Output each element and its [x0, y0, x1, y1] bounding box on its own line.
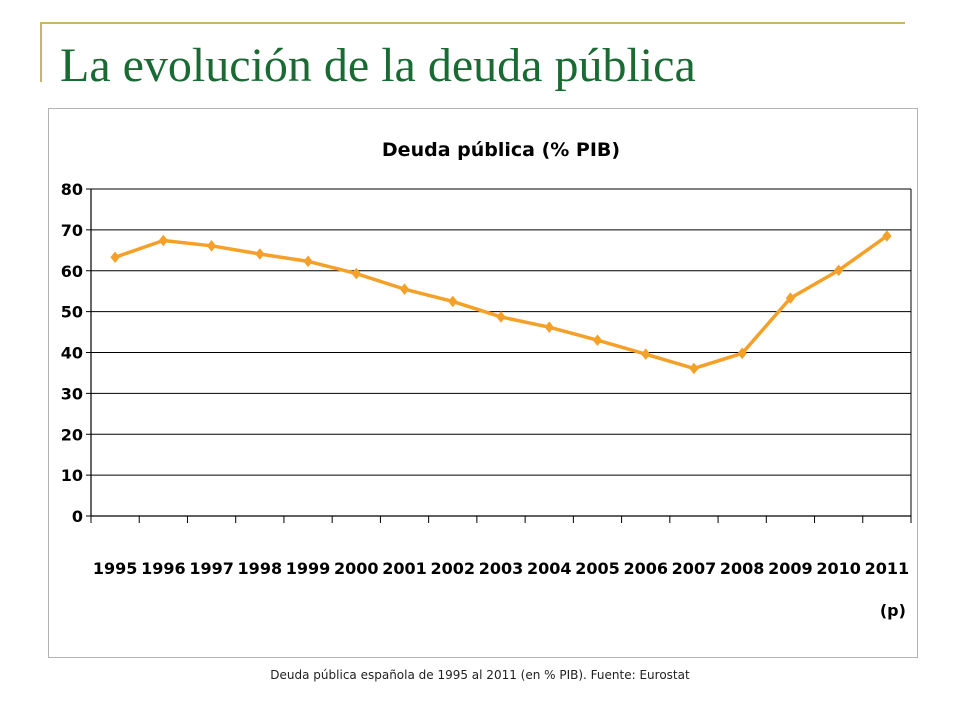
y-tick-label-50: 50	[61, 303, 83, 322]
x-tick-label-2005: 2005	[575, 559, 620, 578]
chart-caption: Deuda pública española de 1995 al 2011 (…	[270, 668, 690, 682]
data-point-2005	[592, 334, 603, 347]
x-tick-label-2007: 2007	[672, 559, 717, 578]
y-tick-label-10: 10	[61, 466, 83, 485]
x-tick-label-2004: 2004	[527, 559, 572, 578]
x-tick-label-2010: 2010	[816, 559, 861, 578]
data-point-2006	[641, 348, 651, 360]
x-tick-label-2001: 2001	[382, 559, 427, 578]
debt-line-chart: Deuda pública (% PIB) 0 10 20 30 40 50 60 70 80 19…	[61, 139, 912, 620]
decorative-top-line	[42, 22, 905, 24]
x-tick-label-1998: 1998	[238, 559, 283, 578]
y-tick-label-40: 40	[61, 344, 83, 363]
data-point-2003	[496, 311, 506, 323]
decorative-left-line	[40, 22, 42, 82]
data-point-2000	[351, 267, 361, 280]
data-point-2004	[544, 321, 554, 333]
data-point-2007	[689, 362, 699, 375]
chart-frame: Deuda pública (% PIB) 0 10 20 30 40 50 60 70 80 19…	[48, 108, 918, 658]
x-tick-label-2000: 2000	[334, 559, 379, 578]
y-tick-label-60: 60	[61, 262, 83, 281]
y-tick-label-80: 80	[61, 180, 83, 199]
series-line-0	[114, 234, 888, 371]
x-tick-label-2006: 2006	[623, 559, 668, 578]
data-point-2009	[785, 292, 796, 304]
data-point-1999	[303, 255, 313, 268]
x-tick-label-1999: 1999	[286, 559, 331, 578]
data-point-2010	[834, 264, 844, 277]
x-tick-label-1997: 1997	[189, 559, 234, 578]
x-tick-label-1996: 1996	[141, 559, 186, 578]
x-tick-sublabel-2011: (p)	[880, 601, 906, 620]
x-tick-label-2002: 2002	[430, 559, 475, 578]
data-point-1998	[255, 248, 265, 260]
x-tick-label-2003: 2003	[479, 559, 524, 578]
data-point-1997	[206, 240, 217, 252]
y-tick-label-70: 70	[61, 221, 83, 240]
x-tick-label-2011: 2011	[865, 559, 910, 578]
x-tick-label-2008: 2008	[720, 559, 765, 578]
y-tick-label-30: 30	[61, 384, 83, 403]
data-point-1995	[110, 251, 120, 264]
x-tick-label-2009: 2009	[768, 559, 813, 578]
chart-title: Deuda pública (% PIB)	[382, 139, 620, 161]
data-point-2002	[448, 295, 458, 308]
data-point-2008	[737, 347, 747, 360]
slide-title: La evolución de la deuda pública	[60, 39, 696, 92]
x-tick-label-1995: 1995	[93, 559, 138, 578]
data-point-2001	[399, 283, 410, 295]
data-point-2011	[882, 230, 892, 242]
data-point-1996	[158, 234, 168, 247]
y-tick-label-20: 20	[61, 425, 83, 444]
y-tick-label-0: 0	[72, 507, 83, 526]
